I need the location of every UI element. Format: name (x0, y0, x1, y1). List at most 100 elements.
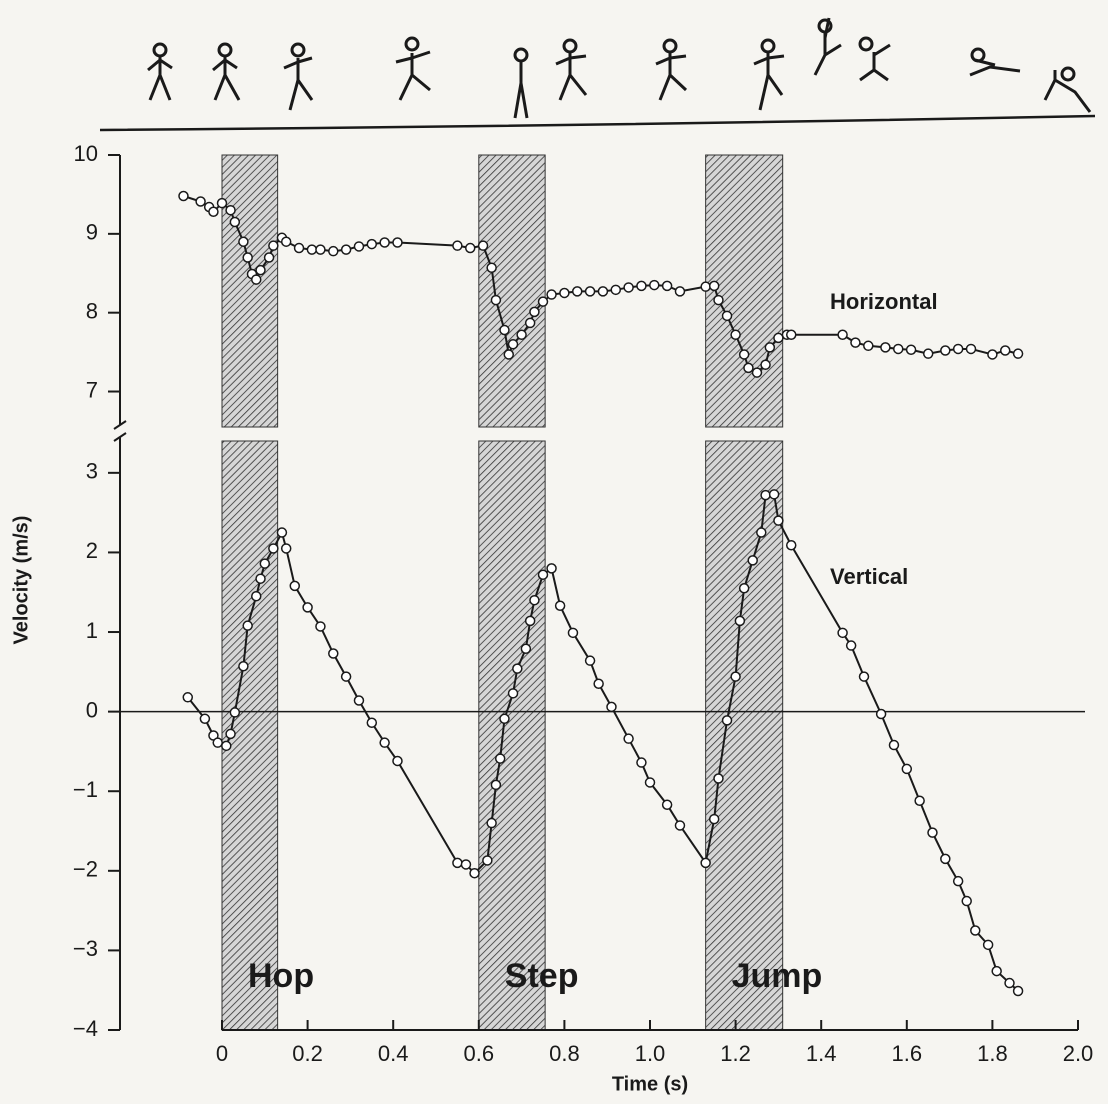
data-point (901, 763, 913, 775)
data-point (880, 342, 891, 353)
data-point (785, 540, 797, 551)
x-tick-label: 0.6 (464, 1041, 495, 1066)
data-point (940, 853, 951, 865)
data-point (768, 489, 780, 500)
data-point (328, 245, 339, 257)
data-point (477, 240, 489, 251)
data-point (1012, 985, 1024, 997)
data-point (255, 573, 266, 584)
data-point (340, 671, 352, 682)
data-point (644, 777, 656, 788)
data-point (858, 671, 870, 682)
data-point (306, 244, 318, 255)
data-point (571, 286, 583, 297)
data-point (499, 713, 510, 725)
data-point (1004, 977, 1015, 989)
data-point (708, 280, 720, 292)
x-tick-label: 0.8 (549, 1041, 580, 1066)
data-point (263, 252, 275, 263)
data-point (507, 688, 519, 699)
data-point (490, 294, 502, 306)
data-point (721, 715, 733, 726)
x-tick-label: 1.0 (635, 1041, 666, 1066)
data-point (225, 204, 236, 216)
phase-band (705, 440, 784, 1031)
data-point (289, 580, 301, 592)
data-point (751, 367, 763, 378)
data-point (242, 252, 253, 263)
data-point (482, 855, 493, 866)
y-tick-label: 2 (86, 538, 98, 563)
data-point (850, 337, 861, 348)
data-point (490, 779, 502, 791)
data-point (268, 543, 279, 554)
data-point (623, 282, 634, 293)
data-point (392, 237, 403, 248)
data-point (738, 583, 750, 594)
data-point (178, 190, 189, 202)
data-point (469, 867, 480, 879)
data-point (713, 294, 724, 306)
data-point (764, 342, 776, 353)
data-point (863, 340, 874, 352)
data-point (250, 274, 262, 285)
data-point (914, 795, 925, 807)
data-point (452, 857, 463, 869)
phase-band (478, 154, 546, 428)
y-tick-label: 9 (86, 220, 98, 245)
data-point (1012, 348, 1024, 359)
data-point (554, 600, 566, 612)
data-point (238, 236, 249, 247)
data-point (268, 240, 279, 251)
data-point (524, 615, 536, 627)
x-tick-label: 1.8 (977, 1041, 1008, 1066)
data-point (182, 692, 194, 703)
data-point (708, 813, 720, 825)
data-point (199, 713, 211, 725)
data-point (392, 755, 403, 767)
y-tick-label: 10 (74, 141, 98, 166)
data-point (700, 857, 711, 869)
data-point (229, 216, 241, 228)
data-point (559, 287, 570, 299)
y-tick-label: 8 (86, 298, 98, 323)
data-point (674, 820, 686, 831)
data-point (379, 737, 390, 748)
data-point (208, 206, 219, 218)
series-label: Horizontal (830, 289, 938, 314)
data-point (760, 359, 771, 370)
data-point (212, 737, 223, 748)
data-point (537, 569, 549, 580)
data-point (280, 236, 292, 247)
x-axis-title: Time (s) (612, 1073, 688, 1095)
data-point (738, 349, 750, 360)
data-point (379, 237, 390, 248)
data-point (353, 241, 365, 252)
data-point (276, 527, 288, 538)
data-point (259, 558, 271, 569)
data-point (302, 602, 313, 613)
y-tick-label: −3 (73, 936, 98, 961)
data-point (250, 590, 262, 602)
data-point (713, 773, 724, 784)
data-point (366, 238, 378, 250)
data-point (661, 799, 673, 810)
data-point (837, 627, 848, 639)
data-point (280, 543, 292, 554)
data-point (905, 344, 917, 355)
series-line (183, 195, 1019, 374)
data-point (636, 757, 647, 768)
data-point (756, 527, 767, 538)
data-point (999, 345, 1011, 356)
x-tick-label: 1.4 (806, 1041, 837, 1066)
data-point (743, 362, 754, 374)
x-tick-label: 1.6 (892, 1041, 923, 1066)
data-point (661, 280, 673, 292)
data-point (486, 262, 497, 273)
series-label: Vertical (830, 564, 908, 589)
data-point (961, 895, 972, 907)
data-point (952, 875, 964, 887)
data-point (922, 348, 934, 359)
data-point (238, 661, 249, 672)
ground-line (99, 114, 1096, 132)
